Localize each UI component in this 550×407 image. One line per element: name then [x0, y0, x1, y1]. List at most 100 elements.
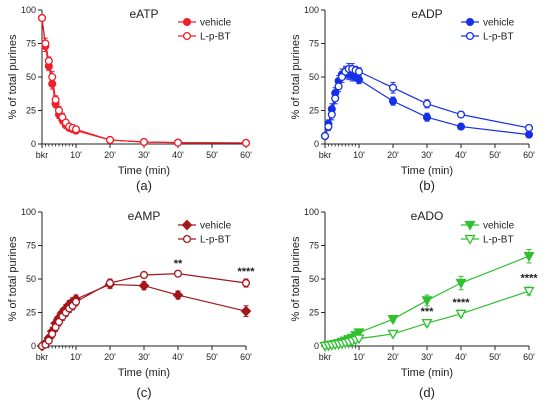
data-point: [41, 39, 50, 48]
x-tick-label: 40': [455, 352, 467, 362]
series-line: [41, 283, 247, 347]
legend-marker: [464, 234, 476, 245]
legend: vehicle L-p-BT: [461, 18, 515, 43]
x-tick-label: bkr: [319, 352, 332, 362]
data-point: [524, 130, 534, 139]
panel-caption: (d): [419, 385, 435, 400]
x-tick-label: 30': [138, 150, 150, 160]
panel-caption: (c): [136, 385, 151, 400]
data-point: [54, 106, 64, 115]
legend-label: L-p-BT: [483, 235, 514, 246]
x-tick-label: 60': [523, 150, 535, 160]
panel-caption: (a): [136, 178, 152, 193]
data-point: [48, 72, 57, 82]
data-point: [331, 94, 340, 103]
significance-annotation: ****: [520, 273, 538, 285]
data-point: [44, 56, 53, 65]
data-point: [523, 252, 535, 262]
data-point: [388, 97, 398, 106]
y-tick-label: 50: [309, 72, 319, 82]
legend-label: vehicle: [483, 221, 515, 232]
data-point: [353, 328, 365, 339]
y-tick-label: 75: [26, 39, 36, 49]
x-tick-label: 40': [455, 150, 467, 160]
y-tick-label: 0: [314, 341, 319, 351]
series-l-p-bt: [320, 63, 534, 141]
panel-title: eADO: [411, 209, 444, 223]
data-point: [139, 270, 149, 280]
legend-marker: [464, 220, 476, 231]
y-axis-label: % of total purines: [7, 34, 19, 119]
legend-marker: [465, 31, 475, 41]
x-tick-label: 60': [240, 352, 252, 362]
data-point: [523, 286, 535, 297]
y-tick-label: 25: [309, 308, 319, 318]
x-tick-label: 50': [206, 150, 218, 160]
data-point: [524, 123, 534, 132]
panel-eadp: 0 25 50 75 100 bkr 10' 20' 30' 40' 50' 60' Time (min…: [290, 5, 535, 193]
data-point: [388, 83, 398, 92]
series-l-p-bt: [37, 13, 251, 147]
y-tick-label: 75: [309, 241, 319, 251]
legend: vehicle L-p-BT: [178, 219, 232, 246]
y-tick-label: 25: [309, 106, 319, 116]
x-tick-label: 30': [138, 352, 150, 362]
data-point: [387, 315, 399, 325]
y-tick-label: 0: [31, 139, 36, 149]
x-tick-label: 20': [387, 352, 399, 362]
data-point: [241, 138, 251, 147]
data-point: [421, 319, 433, 329]
significance-annotation: ****: [452, 297, 470, 309]
data-point: [422, 113, 432, 122]
legend-label: vehicle: [483, 18, 515, 29]
data-point: [422, 99, 432, 108]
y-tick-label: 75: [26, 241, 36, 251]
legend-marker: [182, 234, 192, 244]
y-tick-label: 100: [304, 207, 319, 217]
y-tick-label: 50: [26, 72, 36, 82]
legend: vehicle L-p-BT: [461, 221, 515, 246]
panel-eado: 0 25 50 75 100 bkr 10' 20' 30' 40' 50' 60' Time (min…: [290, 207, 538, 400]
data-point: [456, 110, 466, 119]
significance-annotation: ****: [237, 266, 255, 278]
y-tick-label: 50: [309, 274, 319, 284]
legend-marker: [465, 17, 475, 27]
data-point: [48, 329, 57, 338]
data-point: [354, 67, 364, 76]
data-point: [353, 334, 365, 345]
x-axis-label: Time (min): [401, 367, 453, 379]
data-point: [455, 309, 467, 320]
y-axis-label: % of total purines: [290, 236, 302, 321]
data-point: [138, 280, 150, 292]
y-axis-label: % of total purines: [290, 34, 302, 119]
x-tick-label: 60': [523, 352, 535, 362]
series-vehicle: [36, 279, 252, 352]
x-tick-label: 30': [421, 352, 433, 362]
y-tick-label: 0: [31, 341, 36, 351]
x-tick-label: 10': [70, 352, 82, 362]
y-tick-label: 25: [26, 308, 36, 318]
x-tick-label: 10': [353, 352, 365, 362]
y-tick-label: 100: [21, 5, 36, 15]
legend-marker: [182, 31, 192, 41]
significance-annotation: **: [174, 258, 183, 270]
panel-title: eATP: [129, 7, 158, 21]
data-point: [456, 122, 466, 131]
data-point: [173, 269, 183, 278]
x-tick-label: 50': [489, 352, 501, 362]
panel-eamp: 0 25 50 75 100 bkr 10' 20' 30' 40' 50' 60' Time (min…: [7, 207, 255, 400]
x-tick-label: 40': [172, 352, 184, 362]
y-tick-label: 0: [314, 139, 319, 149]
data-point: [455, 278, 467, 289]
legend-label: L-p-BT: [483, 32, 514, 43]
x-tick-label: 40': [172, 150, 184, 160]
data-point: [37, 13, 47, 23]
x-tick-label: bkr: [36, 150, 49, 160]
panel-caption: (b): [419, 178, 435, 193]
data-point: [139, 137, 149, 147]
x-tick-label: 50': [206, 352, 218, 362]
x-tick-label: 20': [104, 150, 116, 160]
data-point: [105, 278, 115, 288]
data-point: [172, 289, 184, 301]
